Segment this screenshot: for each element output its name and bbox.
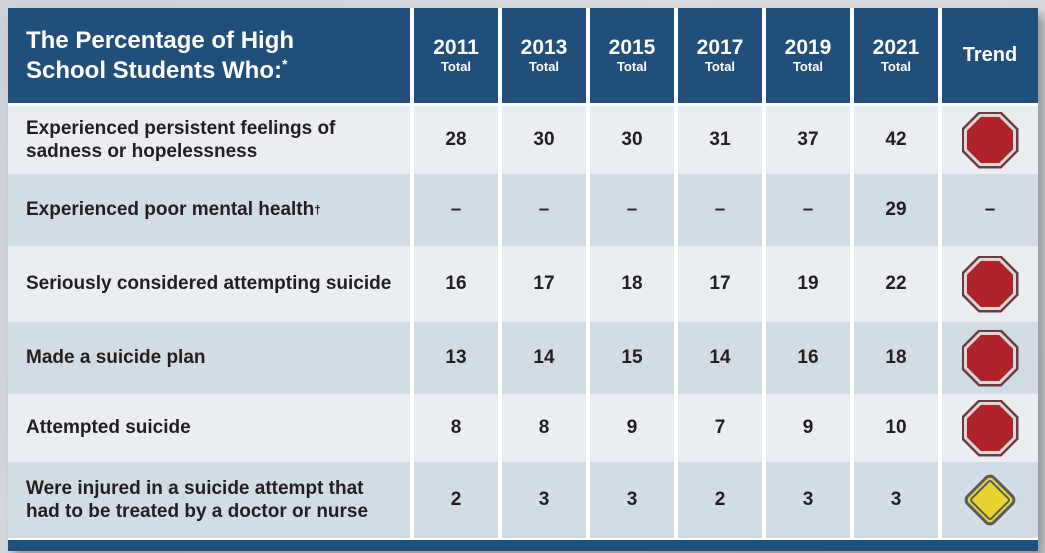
stop-sign-core bbox=[967, 117, 1013, 163]
value-cell: 30 bbox=[590, 106, 674, 174]
page-title: The Percentage of High School Students W… bbox=[26, 26, 371, 85]
trend-cell bbox=[942, 246, 1038, 322]
value-cell: 3 bbox=[502, 462, 586, 538]
value-cell: 19 bbox=[766, 246, 850, 322]
stop-sign-core bbox=[967, 261, 1013, 307]
trend-label: Trend bbox=[962, 44, 1018, 66]
value-cell: 3 bbox=[766, 462, 850, 538]
value-cell: 17 bbox=[678, 246, 762, 322]
value-cell: 8 bbox=[502, 394, 586, 462]
row-label-text: Attempted suicide bbox=[26, 417, 191, 439]
trend-cell bbox=[942, 462, 1038, 538]
stop-sign-core bbox=[967, 335, 1013, 381]
column-header-2019: 2019 Total bbox=[766, 8, 850, 103]
value-cell: 29 bbox=[854, 174, 938, 246]
year-label: 2013 bbox=[520, 35, 568, 59]
caution-diamond-icon bbox=[961, 471, 1019, 529]
value-cell: 16 bbox=[414, 246, 498, 322]
year-label: 2011 bbox=[433, 35, 479, 59]
table-title-cell: The Percentage of High School Students W… bbox=[8, 8, 410, 103]
trend-cell: – bbox=[942, 174, 1038, 246]
table-header: The Percentage of High School Students W… bbox=[8, 8, 1038, 103]
value-cell: 22 bbox=[854, 246, 938, 322]
value-cell: 2 bbox=[678, 462, 762, 538]
value-cell: – bbox=[502, 174, 586, 246]
stop-sign-icon bbox=[961, 329, 1019, 387]
value-cell: – bbox=[414, 174, 498, 246]
page-title-text: The Percentage of High School Students W… bbox=[26, 27, 295, 84]
total-label: Total bbox=[440, 58, 472, 74]
trend-cell bbox=[942, 106, 1038, 174]
value-cell: 2 bbox=[414, 462, 498, 538]
year-label: 2017 bbox=[696, 35, 744, 59]
no-trend-dash: – bbox=[984, 199, 996, 220]
value-cell: 37 bbox=[766, 106, 850, 174]
value-cell: 16 bbox=[766, 322, 850, 394]
value-cell: 42 bbox=[854, 106, 938, 174]
value-cell: – bbox=[590, 174, 674, 246]
row-label-text: Made a suicide plan bbox=[26, 347, 206, 369]
value-cell: 14 bbox=[678, 322, 762, 394]
value-cell: – bbox=[678, 174, 762, 246]
row-footnote-dagger: † bbox=[314, 202, 321, 217]
total-label: Total bbox=[792, 58, 824, 74]
value-cell: 8 bbox=[414, 394, 498, 462]
column-header-2021: 2021 Total bbox=[854, 8, 938, 103]
column-header-2013: 2013 Total bbox=[502, 8, 586, 103]
row-label-injured-in-attempt: Were injured in a suicide attempt that h… bbox=[8, 462, 410, 538]
row-label-text: Experienced poor mental health bbox=[26, 199, 315, 221]
column-header-2017: 2017 Total bbox=[678, 8, 762, 103]
value-cell: 13 bbox=[414, 322, 498, 394]
value-cell: 30 bbox=[502, 106, 586, 174]
value-cell: 28 bbox=[414, 106, 498, 174]
row-label-suicide-plan: Made a suicide plan bbox=[8, 322, 410, 394]
caution-diamond-ring bbox=[965, 475, 1015, 525]
stop-sign-core bbox=[967, 405, 1013, 451]
row-label-considered-suicide: Seriously considered attempting suicide bbox=[8, 246, 410, 322]
value-cell: 18 bbox=[854, 322, 938, 394]
column-header-trend: Trend bbox=[942, 8, 1038, 103]
column-header-2015: 2015 Total bbox=[590, 8, 674, 103]
value-cell: – bbox=[766, 174, 850, 246]
year-label: 2021 bbox=[872, 35, 920, 59]
stop-sign-icon bbox=[961, 399, 1019, 457]
value-cell: 3 bbox=[854, 462, 938, 538]
report-table: The Percentage of High School Students W… bbox=[8, 8, 1038, 551]
value-cell: 14 bbox=[502, 322, 586, 394]
value-cell: 15 bbox=[590, 322, 674, 394]
title-footnote-asterisk: * bbox=[281, 55, 288, 72]
stop-sign-icon bbox=[961, 255, 1019, 313]
row-label-text: Experienced persistent feelings of sadne… bbox=[26, 117, 336, 162]
value-cell: 3 bbox=[590, 462, 674, 538]
row-label-poor-mental-health: Experienced poor mental health † bbox=[8, 174, 410, 246]
value-cell: 17 bbox=[502, 246, 586, 322]
caution-diamond-core bbox=[968, 478, 1012, 522]
table-body: Experienced persistent feelings of sadne… bbox=[8, 106, 1038, 538]
row-label-sadness-hopelessness: Experienced persistent feelings of sadne… bbox=[8, 106, 410, 174]
bottom-accent-bar bbox=[8, 540, 1038, 551]
value-cell: 7 bbox=[678, 394, 762, 462]
total-label: Total bbox=[704, 58, 736, 74]
column-header-2011: 2011 Total bbox=[414, 8, 498, 103]
year-label: 2015 bbox=[608, 35, 656, 59]
trend-cell bbox=[942, 394, 1038, 462]
row-label-text: Seriously considered attempting suicide bbox=[26, 273, 392, 295]
year-label: 2019 bbox=[784, 35, 832, 59]
trend-cell bbox=[942, 322, 1038, 394]
row-label-attempted-suicide: Attempted suicide bbox=[8, 394, 410, 462]
row-label-text: Were injured in a suicide attempt that h… bbox=[26, 477, 369, 522]
value-cell: 9 bbox=[766, 394, 850, 462]
value-cell: 10 bbox=[854, 394, 938, 462]
total-label: Total bbox=[528, 58, 560, 74]
total-label: Total bbox=[616, 58, 648, 74]
value-cell: 9 bbox=[590, 394, 674, 462]
value-cell: 31 bbox=[678, 106, 762, 174]
stop-sign-icon bbox=[961, 111, 1019, 169]
value-cell: 18 bbox=[590, 246, 674, 322]
total-label: Total bbox=[880, 58, 912, 74]
